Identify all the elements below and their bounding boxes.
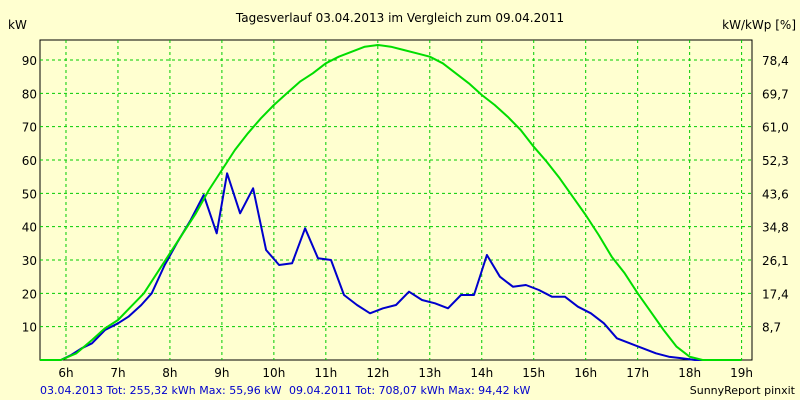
x-tick-2: 8h	[162, 366, 177, 380]
x-tick-11: 17h	[626, 366, 649, 380]
series-line-2013	[40, 172, 716, 361]
y-tick-right-2: 26,1	[762, 254, 789, 268]
footer-summary: 03.04.2013 Tot: 255,32 kWh Max: 55,96 kW…	[40, 384, 531, 397]
series-line-2011	[40, 44, 742, 361]
x-ticks: 6h 7h 8h 9h 10h 11h 12h 13h 14h 15h 16h 17h 18h 19h	[58, 366, 753, 380]
x-tick-8: 14h	[470, 366, 493, 380]
x-tick-13: 19h	[730, 366, 753, 380]
y-tick-left-2: 30	[22, 254, 37, 268]
chart-title: Tagesverlauf 03.04.2013 im Vergleich zum…	[235, 11, 564, 25]
y-tick-left-0: 10	[22, 321, 37, 335]
x-tick-3: 9h	[214, 366, 229, 380]
footer-summary-2013: 03.04.2013 Tot: 255,32 kWh Max: 55,96 kW	[40, 384, 282, 397]
x-tick-7: 13h	[418, 366, 441, 380]
x-tick-5: 11h	[314, 366, 337, 380]
series-layer	[40, 44, 742, 361]
grid	[40, 40, 752, 360]
y-tick-right-4: 43,6	[762, 187, 789, 201]
y-tick-right-1: 17,4	[762, 287, 789, 301]
y-tick-left-6: 70	[22, 121, 37, 135]
x-tick-10: 16h	[574, 366, 597, 380]
y-tick-left-3: 40	[22, 221, 37, 235]
footer-credit: SunnyReport pinxit	[690, 384, 796, 397]
y-tick-left-8: 90	[22, 54, 37, 68]
y-tick-right-5: 52,3	[762, 154, 789, 168]
x-tick-4: 10h	[262, 366, 285, 380]
y-ticks-right: 8,7 17,4 26,1 34,8 43,6 52,3 61,0 69,7 78,4	[762, 54, 789, 335]
y-axis-label-left: kW	[8, 18, 27, 32]
plot-area	[39, 39, 753, 361]
y-tick-right-7: 69,7	[762, 87, 789, 101]
y-tick-right-6: 61,0	[762, 121, 789, 135]
y-tick-right-8: 78,4	[762, 54, 789, 68]
y-tick-left-4: 50	[22, 187, 37, 201]
y-ticks-left: 10 20 30 40 50 60 70 80 90	[22, 54, 37, 335]
y-tick-left-1: 20	[22, 287, 37, 301]
y-tick-right-0: 8,7	[762, 321, 781, 335]
x-tick-9: 15h	[522, 366, 545, 380]
x-tick-0: 6h	[58, 366, 73, 380]
y-tick-left-5: 60	[22, 154, 37, 168]
y-tick-left-7: 80	[22, 87, 37, 101]
x-tick-6: 12h	[366, 366, 389, 380]
x-tick-1: 7h	[110, 366, 125, 380]
x-tick-12: 18h	[678, 366, 701, 380]
footer-summary-2011: 09.04.2011 Tot: 708,07 kWh Max: 94,42 kW	[289, 384, 531, 397]
y-tick-right-3: 34,8	[762, 221, 789, 235]
y-axis-label-right: kW/kWp [%]	[722, 18, 796, 32]
